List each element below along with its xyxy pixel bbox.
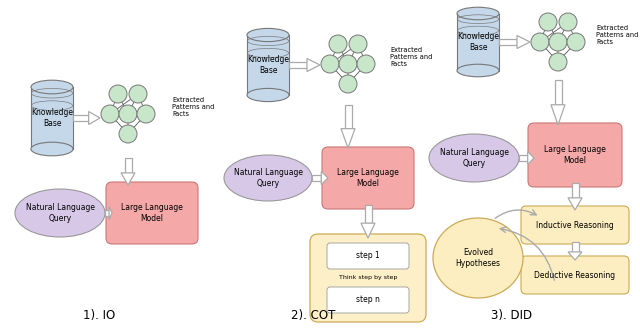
Bar bbox=[519, 155, 528, 161]
Text: Knowledge
Base: Knowledge Base bbox=[247, 55, 289, 75]
Text: Extracted
Patterns and
Facts: Extracted Patterns and Facts bbox=[172, 97, 214, 117]
Circle shape bbox=[329, 35, 347, 53]
Circle shape bbox=[549, 33, 567, 51]
Text: 2). COT: 2). COT bbox=[291, 310, 336, 322]
Bar bbox=[289, 62, 307, 68]
Ellipse shape bbox=[224, 155, 312, 201]
Ellipse shape bbox=[247, 89, 289, 102]
Circle shape bbox=[109, 85, 127, 103]
FancyBboxPatch shape bbox=[327, 287, 409, 313]
Ellipse shape bbox=[15, 189, 105, 237]
Circle shape bbox=[567, 33, 585, 51]
Text: Evolved
Hypotheses: Evolved Hypotheses bbox=[456, 248, 500, 268]
Circle shape bbox=[539, 13, 557, 31]
Polygon shape bbox=[568, 198, 582, 210]
Text: Natural Language
Query: Natural Language Query bbox=[440, 148, 509, 168]
Bar bbox=[125, 158, 131, 173]
Ellipse shape bbox=[457, 64, 499, 77]
Ellipse shape bbox=[31, 80, 73, 94]
Text: Inductive Reasoning: Inductive Reasoning bbox=[536, 220, 614, 230]
Text: Large Language
Model: Large Language Model bbox=[544, 145, 606, 165]
Bar bbox=[73, 115, 89, 121]
Circle shape bbox=[137, 105, 155, 123]
FancyBboxPatch shape bbox=[310, 234, 426, 322]
Bar bbox=[312, 175, 321, 181]
Ellipse shape bbox=[433, 218, 523, 298]
Text: Extracted
Patterns and
Facts: Extracted Patterns and Facts bbox=[596, 25, 638, 45]
Bar bbox=[247, 35, 289, 95]
Polygon shape bbox=[321, 172, 328, 184]
Polygon shape bbox=[341, 129, 355, 148]
Polygon shape bbox=[528, 152, 534, 165]
Circle shape bbox=[101, 105, 119, 123]
Text: Knowledge
Base: Knowledge Base bbox=[31, 108, 73, 128]
Circle shape bbox=[549, 53, 567, 71]
Bar bbox=[365, 205, 371, 223]
Ellipse shape bbox=[429, 134, 519, 182]
Text: step n: step n bbox=[356, 296, 380, 304]
Text: Deductive Reasoning: Deductive Reasoning bbox=[534, 271, 616, 279]
Polygon shape bbox=[551, 105, 565, 125]
Text: Knowledge
Base: Knowledge Base bbox=[457, 32, 499, 52]
Ellipse shape bbox=[247, 29, 289, 42]
Text: 3). DID: 3). DID bbox=[492, 310, 532, 322]
Circle shape bbox=[559, 13, 577, 31]
Bar bbox=[105, 210, 109, 216]
Text: Large Language
Model: Large Language Model bbox=[337, 168, 399, 188]
Bar bbox=[457, 13, 499, 71]
Circle shape bbox=[129, 85, 147, 103]
FancyBboxPatch shape bbox=[106, 182, 198, 244]
FancyBboxPatch shape bbox=[528, 123, 622, 187]
Ellipse shape bbox=[31, 142, 73, 156]
Text: Large Language
Model: Large Language Model bbox=[121, 203, 183, 223]
Circle shape bbox=[357, 55, 375, 73]
Circle shape bbox=[339, 55, 357, 73]
Polygon shape bbox=[109, 207, 112, 219]
Polygon shape bbox=[361, 223, 375, 238]
Bar bbox=[499, 39, 517, 45]
Text: Think step by step: Think step by step bbox=[339, 276, 397, 280]
Ellipse shape bbox=[457, 7, 499, 20]
Bar bbox=[572, 183, 579, 198]
Bar bbox=[31, 87, 73, 149]
Circle shape bbox=[339, 75, 357, 93]
Circle shape bbox=[119, 105, 137, 123]
FancyBboxPatch shape bbox=[322, 147, 414, 209]
FancyBboxPatch shape bbox=[521, 206, 629, 244]
Text: Extracted
Patterns and
Facts: Extracted Patterns and Facts bbox=[390, 47, 433, 67]
Text: step 1: step 1 bbox=[356, 252, 380, 260]
FancyBboxPatch shape bbox=[521, 256, 629, 294]
Bar bbox=[554, 80, 561, 105]
Polygon shape bbox=[307, 58, 320, 72]
Text: 1). IO: 1). IO bbox=[83, 310, 115, 322]
Polygon shape bbox=[89, 112, 100, 125]
Circle shape bbox=[531, 33, 549, 51]
Text: Natural Language
Query: Natural Language Query bbox=[234, 168, 303, 188]
Polygon shape bbox=[568, 252, 582, 260]
Bar bbox=[344, 105, 351, 129]
Circle shape bbox=[349, 35, 367, 53]
Bar bbox=[572, 242, 579, 252]
Circle shape bbox=[119, 125, 137, 143]
Polygon shape bbox=[121, 173, 135, 185]
FancyBboxPatch shape bbox=[327, 243, 409, 269]
Polygon shape bbox=[517, 35, 530, 49]
Text: Natural Language
Query: Natural Language Query bbox=[26, 203, 95, 223]
Circle shape bbox=[321, 55, 339, 73]
